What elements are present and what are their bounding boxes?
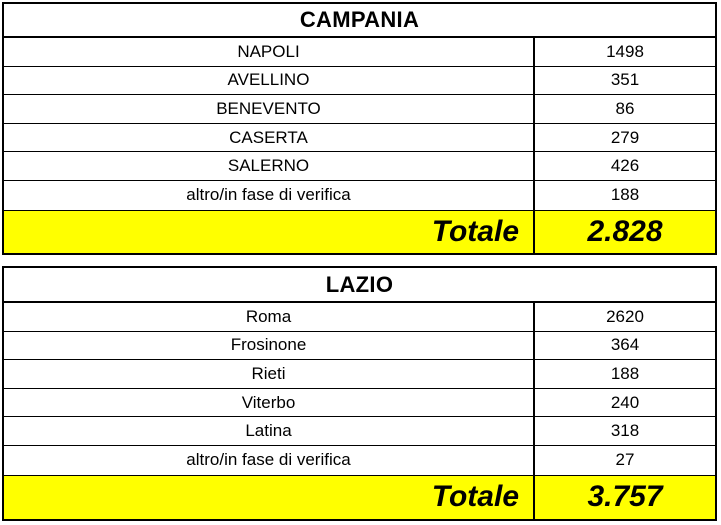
- province-name: AVELLINO: [4, 66, 535, 95]
- province-name: Latina: [4, 417, 535, 445]
- total-label: Totale: [4, 210, 535, 253]
- lazio-table: LAZIO Roma 2620 Frosinone 364 Rieti 188 …: [2, 266, 717, 521]
- case-count: 27: [615, 450, 635, 470]
- campania-rows: NAPOLI 1498 AVELLINO 351 BENEVENTO 86 CA…: [4, 38, 715, 253]
- case-count: 188: [610, 363, 640, 383]
- province-name: Rieti: [4, 360, 535, 388]
- table-row: Rieti 188: [4, 360, 715, 389]
- province-name: altro/in fase di verifica: [4, 445, 535, 475]
- province-name: Roma: [4, 303, 535, 331]
- table-row: AVELLINO 351: [4, 66, 715, 96]
- campania-table: CAMPANIA NAPOLI 1498 AVELLINO 351 BENEVE…: [2, 2, 717, 255]
- total-value: 2.828: [587, 214, 663, 248]
- province-name: BENEVENTO: [4, 95, 535, 123]
- lazio-total-row: Totale 3.757: [4, 474, 715, 519]
- table-row: Frosinone 364: [4, 331, 715, 361]
- province-name: NAPOLI: [4, 38, 535, 66]
- case-count: 318: [610, 421, 640, 441]
- case-count: 279: [610, 127, 640, 147]
- table-row: altro/in fase di verifica 188: [4, 180, 715, 210]
- table-row: altro/in fase di verifica 27: [4, 445, 715, 475]
- case-count: 351: [610, 70, 640, 90]
- table-row: BENEVENTO 86: [4, 95, 715, 124]
- table-row: Viterbo 240: [4, 388, 715, 418]
- table-row: CASERTA 279: [4, 123, 715, 153]
- province-name: SALERNO: [4, 152, 535, 180]
- province-name: Frosinone: [4, 331, 535, 360]
- case-count: 240: [610, 392, 640, 412]
- case-count: 364: [610, 335, 640, 355]
- province-name: CASERTA: [4, 123, 535, 152]
- total-label: Totale: [4, 475, 535, 519]
- lazio-rows: Roma 2620 Frosinone 364 Rieti 188 Viterb…: [4, 303, 715, 519]
- case-count: 188: [610, 185, 640, 205]
- province-name: Viterbo: [4, 388, 535, 417]
- province-name: altro/in fase di verifica: [4, 180, 535, 210]
- table-row: Latina 318: [4, 417, 715, 446]
- campania-total-row: Totale 2.828: [4, 209, 715, 253]
- case-count: 426: [610, 156, 640, 176]
- table-row: NAPOLI 1498: [4, 38, 715, 67]
- case-count: 86: [615, 98, 635, 118]
- table-row: Roma 2620: [4, 303, 715, 332]
- total-value: 3.757: [587, 480, 663, 514]
- table-row: SALERNO 426: [4, 152, 715, 181]
- case-count: 1498: [606, 41, 644, 61]
- campania-title: CAMPANIA: [4, 4, 715, 38]
- case-count: 2620: [606, 306, 644, 326]
- lazio-title: LAZIO: [4, 268, 715, 303]
